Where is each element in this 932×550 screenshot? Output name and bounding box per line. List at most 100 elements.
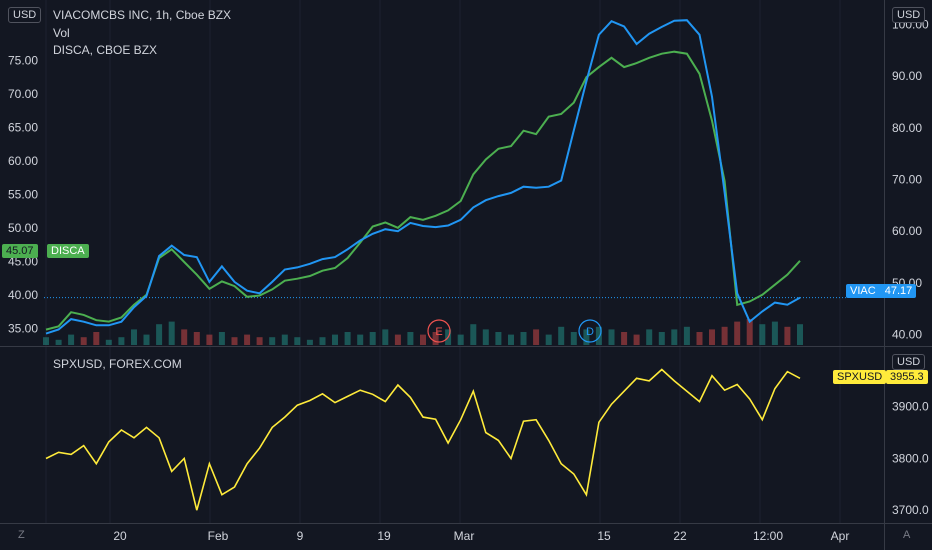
spx-series-line <box>45 368 801 511</box>
disca-value: 45.07 <box>6 245 34 257</box>
left-axis-tick-label: 35.00 <box>8 321 38 335</box>
volume-bar <box>306 339 313 345</box>
volume-bar <box>55 339 62 345</box>
volume-bar <box>734 321 741 345</box>
right-axis-tick-label: 40.00 <box>892 328 922 342</box>
spx-name-badge: SPXUSD <box>833 370 887 384</box>
volume-bar <box>633 334 640 345</box>
right-axis-tick-label: 90.00 <box>892 69 922 83</box>
volume-legend[interactable]: Vol <box>53 26 70 40</box>
volume-bar <box>432 332 439 345</box>
volume-bar <box>231 337 238 345</box>
volume-bar <box>382 329 389 345</box>
volume-bar <box>156 324 163 345</box>
volume-bar <box>181 329 188 345</box>
volume-bar <box>369 332 376 345</box>
time-axis-tick-label: Apr <box>831 529 850 543</box>
time-axis-tick-label: 20 <box>113 529 127 543</box>
volume-bar <box>281 334 288 345</box>
right-currency-button[interactable]: USD <box>892 7 926 23</box>
grid-lines <box>45 0 841 523</box>
volume-bar <box>420 334 426 345</box>
volume-bar <box>759 324 766 345</box>
spx-axis-tick-label: 3800.0 <box>892 451 929 465</box>
volume-bar <box>709 329 715 345</box>
left-axis-ticks: 75.0070.0065.0060.0055.0050.0045.0040.00… <box>8 53 38 335</box>
volume-bar <box>332 334 338 345</box>
volume-bar <box>244 334 251 345</box>
left-axis-tick-label: 65.00 <box>8 120 38 134</box>
earnings-marker[interactable]: E <box>427 319 451 343</box>
spx-pane-title[interactable]: SPXUSD, FOREX.COM <box>53 357 182 371</box>
volume-bar <box>68 334 75 345</box>
left-axis-tick-label: 75.00 <box>8 53 38 67</box>
volume-bar <box>319 337 326 345</box>
volume-bar <box>118 337 125 345</box>
volume-bar <box>545 334 552 345</box>
dividend-label: D <box>586 326 594 338</box>
volume-bar <box>696 332 703 345</box>
volume-bar <box>482 329 489 345</box>
volume-bar <box>269 337 276 345</box>
zoom-button[interactable]: Z <box>18 529 25 541</box>
viac-series-line <box>45 19 801 335</box>
volume-bar <box>746 319 753 345</box>
volume-bar <box>621 332 628 345</box>
dividend-marker[interactable]: D <box>578 319 602 343</box>
volume-bar <box>344 332 351 345</box>
volume-bar <box>671 329 678 345</box>
time-axis-tick-label: Mar <box>454 529 475 543</box>
main-series-title[interactable]: VIACOMCBS INC, 1h, Cboe BZX <box>53 8 232 22</box>
volume-bar <box>683 326 690 345</box>
volume-bar <box>721 326 728 345</box>
time-axis-tick-label: 9 <box>297 529 304 543</box>
spx-axis-tick-label: 3900.0 <box>892 400 929 414</box>
volume-bar <box>457 334 464 345</box>
volume-bar <box>495 332 502 345</box>
spx-value-badge: 3955.3 <box>886 370 928 384</box>
volume-bar <box>131 329 137 345</box>
right-axis-tick-label: 60.00 <box>892 224 922 238</box>
volume-bar <box>80 337 87 345</box>
volume-bar <box>558 326 565 345</box>
volume-bar <box>520 332 527 345</box>
left-axis-tick-label: 40.00 <box>8 288 38 302</box>
spx-axis-tick-label: 3700.0 <box>892 503 929 517</box>
volume-bar <box>143 334 150 345</box>
volume-bar <box>470 324 477 345</box>
volume-bar <box>43 337 49 345</box>
time-axis-tick-label: 12:00 <box>753 529 783 543</box>
disca-name-badge: DISCA <box>47 244 89 258</box>
time-axis-tick-label: 15 <box>597 529 611 543</box>
left-currency-button[interactable]: USD <box>8 7 42 23</box>
auto-scale-button[interactable]: A <box>903 529 911 541</box>
volume-bar <box>771 321 778 345</box>
volume-bars <box>43 319 803 345</box>
volume-bar <box>357 334 364 345</box>
time-axis-ticks: 20 Feb 9 19 Mar 15 22 12:00 Apr <box>113 529 849 543</box>
volume-bar <box>256 337 263 345</box>
time-axis-tick-label: 22 <box>673 529 687 543</box>
volume-bar <box>583 329 590 345</box>
left-axis-tick-label: 60.00 <box>8 154 38 168</box>
earnings-label: E <box>435 326 442 338</box>
spx-currency-button[interactable]: USD <box>892 354 926 370</box>
disca-name: DISCA <box>51 245 85 257</box>
viac-value: 47.17 <box>884 285 913 297</box>
time-axis-tick-label: Feb <box>208 529 229 543</box>
volume-bar <box>508 334 514 345</box>
volume-bar <box>784 326 791 345</box>
disca-series-line <box>45 50 801 331</box>
volume-bar <box>206 334 213 345</box>
left-axis-tick-label: 55.00 <box>8 187 38 201</box>
volume-bar <box>646 329 653 345</box>
volume-bar <box>407 332 414 345</box>
compare-legend[interactable]: DISCA, CBOE BZX <box>53 43 158 57</box>
left-axis-tick-label: 70.00 <box>8 87 38 101</box>
viac-name: VIAC <box>850 285 876 297</box>
right-axis-tick-label: 80.00 <box>892 121 922 135</box>
volume-bar <box>193 332 200 345</box>
volume-bar <box>294 337 301 345</box>
spx-name: SPXUSD <box>837 371 883 383</box>
volume-bar <box>168 321 175 345</box>
